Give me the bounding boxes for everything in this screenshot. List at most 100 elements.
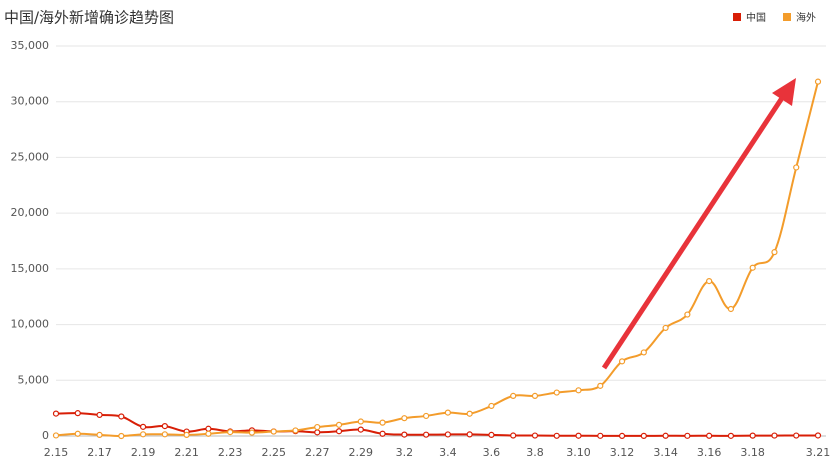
x-tick-label: 2.19 — [131, 446, 156, 459]
data-point — [706, 432, 713, 439]
data-point — [96, 431, 103, 438]
data-point — [793, 164, 800, 171]
legend-label: 中国 — [746, 11, 766, 24]
arrow-head — [772, 78, 796, 106]
data-point — [553, 432, 560, 439]
data-point — [139, 431, 147, 438]
data-point — [749, 264, 756, 271]
legend: 中国 海外 — [733, 11, 816, 24]
data-point — [357, 426, 364, 433]
data-point — [531, 432, 539, 439]
data-point — [662, 324, 669, 332]
y-tick-label: 35,000 — [11, 39, 50, 52]
data-point — [793, 432, 800, 439]
data-point — [52, 410, 60, 417]
x-tick-label: 3.4 — [439, 446, 457, 459]
data-point — [618, 432, 626, 440]
y-tick-label: 15,000 — [11, 262, 50, 275]
data-point — [423, 431, 430, 438]
arrow-shaft — [601, 96, 785, 370]
data-point — [74, 430, 81, 437]
legend-swatch — [783, 13, 791, 21]
data-point — [335, 428, 343, 435]
data-point — [684, 432, 691, 439]
data-point — [205, 430, 212, 437]
x-tick-label: 3.14 — [653, 446, 678, 459]
data-point — [466, 410, 473, 417]
data-point — [444, 431, 451, 438]
x-tick-label: 2.17 — [87, 446, 112, 459]
data-point — [597, 382, 604, 389]
data-point — [727, 305, 735, 313]
x-tick-label: 3.18 — [740, 446, 765, 459]
data-point — [379, 430, 386, 437]
x-tick-label: 2.21 — [174, 446, 199, 459]
y-tick-label: 20,000 — [11, 206, 50, 219]
data-point — [444, 409, 451, 416]
data-point — [335, 421, 343, 428]
data-point — [640, 349, 647, 356]
data-point — [510, 392, 517, 399]
data-point — [379, 419, 386, 426]
data-point — [488, 402, 495, 410]
data-point — [618, 358, 626, 365]
data-point — [771, 432, 778, 439]
data-point — [248, 429, 256, 436]
data-point — [706, 278, 713, 285]
data-point — [749, 432, 756, 439]
data-point — [205, 425, 212, 432]
x-tick-label: 3.8 — [526, 446, 544, 459]
data-point — [684, 311, 691, 318]
x-tick-label: 3.12 — [610, 446, 635, 459]
data-point — [575, 432, 582, 439]
x-tick-label: 2.15 — [44, 446, 69, 459]
x-tick-label: 3.10 — [566, 446, 591, 459]
data-point — [814, 78, 822, 85]
data-point — [96, 411, 103, 419]
data-point — [314, 429, 321, 436]
data-point — [423, 412, 430, 420]
legend-label: 海外 — [796, 11, 816, 24]
data-point — [597, 432, 604, 439]
legend-swatch — [733, 13, 741, 21]
data-point — [118, 413, 125, 420]
plot: 0 5,000 10,000 15,000 20,000 25,000 30,000 35,0… — [11, 39, 831, 459]
data-point — [814, 432, 822, 439]
data-point — [227, 429, 234, 436]
x-tick-label: 3.2 — [396, 446, 414, 459]
chart-title: 中国/海外新增确诊趋势图 — [4, 9, 174, 27]
data-point — [553, 389, 560, 396]
data-point — [161, 422, 168, 430]
data-point — [466, 431, 473, 438]
y-tick-label: 25,000 — [11, 150, 50, 163]
y-tick-label: 30,000 — [11, 95, 50, 108]
data-point — [270, 428, 277, 435]
x-tick-label: 2.23 — [218, 446, 243, 459]
data-point — [575, 387, 582, 394]
data-point — [183, 431, 190, 438]
x-tick-label: 3.16 — [697, 446, 722, 459]
y-tick-label: 0 — [42, 429, 49, 442]
data-point — [118, 432, 125, 440]
data-point — [74, 410, 81, 417]
x-tick-label: 3.6 — [483, 446, 501, 459]
data-point — [401, 415, 408, 422]
data-point — [662, 432, 669, 439]
y-tick-label: 10,000 — [11, 318, 50, 331]
trend-arrow — [601, 78, 796, 370]
data-point — [771, 249, 778, 256]
data-point — [52, 432, 60, 439]
data-point — [139, 423, 147, 430]
x-tick-label: 2.27 — [305, 446, 330, 459]
data-point — [531, 392, 539, 399]
data-point — [314, 423, 321, 431]
series-line — [55, 412, 819, 437]
data-point — [510, 432, 517, 439]
data-point — [727, 432, 735, 439]
data-point — [161, 431, 168, 438]
data-point — [401, 431, 408, 438]
x-tick-label: 3.21 — [806, 446, 831, 459]
series-line — [55, 81, 819, 438]
y-tick-label: 5,000 — [18, 373, 50, 386]
